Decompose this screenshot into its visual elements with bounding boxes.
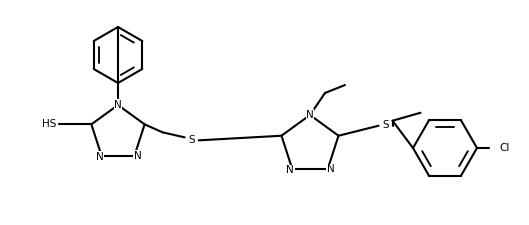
Text: N: N	[114, 100, 122, 110]
Text: N: N	[306, 110, 314, 120]
Text: Cl: Cl	[499, 143, 509, 153]
Text: N: N	[96, 152, 103, 162]
Text: N: N	[134, 151, 141, 161]
Text: S: S	[382, 120, 389, 130]
Text: S: S	[188, 135, 195, 145]
Text: N: N	[287, 165, 294, 175]
Text: HS: HS	[42, 119, 57, 129]
Text: N: N	[327, 164, 334, 174]
